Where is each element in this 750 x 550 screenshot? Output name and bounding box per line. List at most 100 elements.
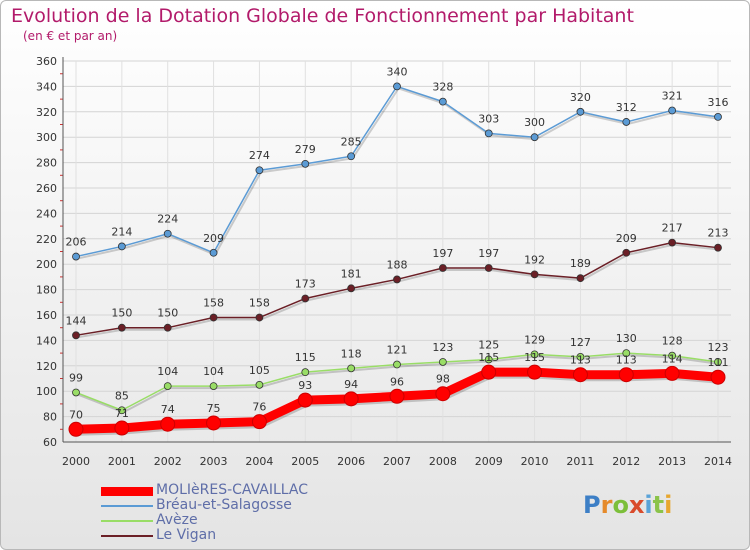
data-label-moli-res-cavaillac-2001: 71 — [115, 407, 129, 420]
y-tick-label-140: 140 — [36, 334, 57, 347]
data-label-av-ze-2002: 104 — [157, 365, 178, 378]
data-label-moli-res-cavaillac-2013: 114 — [662, 352, 683, 365]
data-point-le-vigan-2003 — [209, 313, 218, 322]
y-tick-label-80: 80 — [43, 411, 57, 424]
logo-letter: i — [644, 491, 653, 519]
data-point-moli-res-cavaillac-2004 — [251, 414, 267, 430]
data-label-moli-res-cavaillac-2011: 113 — [570, 354, 591, 367]
chart-subtitle: (en € et par an) — [23, 29, 118, 43]
legend-swatch-molieres — [101, 487, 153, 496]
data-label-moli-res-cavaillac-2010: 115 — [524, 351, 545, 364]
data-label-le-vigan-2008: 197 — [432, 247, 453, 260]
data-label-le-vigan-2002: 150 — [157, 307, 178, 320]
data-point-br-au-et-salagosse-2005 — [301, 159, 310, 168]
data-point-le-vigan-2004 — [255, 313, 264, 322]
data-label-br-au-et-salagosse-2012: 312 — [616, 101, 637, 114]
x-tick-label-2012: 2012 — [612, 455, 640, 468]
data-point-le-vigan-2000 — [72, 331, 80, 340]
data-label-av-ze-2001: 85 — [115, 389, 129, 402]
data-label-le-vigan-2007: 188 — [387, 258, 408, 271]
data-point-le-vigan-2006 — [347, 284, 356, 293]
data-label-av-ze-2012: 130 — [616, 332, 637, 345]
data-point-av-ze-2008 — [438, 358, 447, 366]
data-label-le-vigan-2014: 213 — [708, 227, 729, 240]
data-label-moli-res-cavaillac-2014: 111 — [708, 356, 729, 369]
data-point-moli-res-cavaillac-2011 — [572, 367, 588, 383]
data-label-br-au-et-salagosse-2011: 320 — [570, 91, 591, 104]
data-label-le-vigan-2000: 144 — [66, 314, 87, 327]
data-label-br-au-et-salagosse-2002: 224 — [157, 213, 178, 226]
data-point-br-au-et-salagosse-2009 — [484, 129, 493, 138]
y-tick-label-280: 280 — [36, 157, 57, 170]
data-point-br-au-et-salagosse-2003 — [209, 248, 218, 257]
x-tick-label-2005: 2005 — [291, 455, 319, 468]
data-label-av-ze-2003: 104 — [203, 365, 224, 378]
data-point-av-ze-2004 — [255, 380, 264, 389]
data-point-moli-res-cavaillac-2008 — [435, 386, 451, 402]
data-point-le-vigan-2005 — [301, 294, 310, 303]
data-label-moli-res-cavaillac-2012: 113 — [616, 354, 637, 367]
data-label-br-au-et-salagosse-2005: 279 — [295, 143, 316, 156]
data-label-av-ze-2008: 123 — [432, 341, 453, 354]
legend-swatch-breau — [101, 505, 153, 507]
y-tick-label-240: 240 — [36, 207, 57, 220]
logo-letter: x — [628, 491, 645, 519]
data-label-moli-res-cavaillac-2004: 76 — [252, 401, 266, 414]
x-tick-label-2000: 2000 — [62, 455, 90, 468]
x-tick-label-2009: 2009 — [475, 455, 503, 468]
data-point-br-au-et-salagosse-2011 — [576, 107, 585, 116]
legend-label-vigan: Le Vigan — [156, 527, 217, 543]
data-point-moli-res-cavaillac-2012 — [618, 367, 634, 383]
logo-letter: t — [652, 491, 665, 519]
x-tick-label-2008: 2008 — [429, 455, 457, 468]
data-point-av-ze-2006 — [347, 364, 356, 373]
data-point-av-ze-2011 — [576, 353, 585, 361]
y-tick-label-200: 200 — [36, 258, 57, 271]
data-point-le-vigan-2001 — [117, 323, 126, 332]
data-point-le-vigan-2011 — [576, 274, 585, 283]
data-point-moli-res-cavaillac-2005 — [297, 392, 313, 408]
logo-letter: P — [583, 491, 601, 519]
data-point-av-ze-2014 — [714, 358, 722, 366]
data-label-le-vigan-2001: 150 — [111, 307, 132, 320]
data-label-av-ze-2006: 118 — [341, 347, 362, 360]
data-label-br-au-et-salagosse-2003: 209 — [203, 232, 224, 245]
data-point-le-vigan-2013 — [668, 238, 677, 247]
data-label-br-au-et-salagosse-2013: 321 — [662, 90, 683, 103]
legend-label-aveze: Avèze — [156, 512, 198, 528]
data-label-moli-res-cavaillac-2006: 94 — [344, 378, 358, 391]
data-label-le-vigan-2005: 173 — [295, 277, 316, 290]
data-point-le-vigan-2010 — [530, 270, 539, 279]
y-tick-label-260: 260 — [36, 182, 57, 195]
logo-letter: o — [612, 491, 629, 519]
data-point-moli-res-cavaillac-2014 — [710, 369, 726, 385]
data-label-moli-res-cavaillac-2007: 96 — [390, 375, 404, 388]
data-point-br-au-et-salagosse-2004 — [255, 166, 264, 175]
data-point-av-ze-2007 — [393, 360, 401, 369]
proxiti-logo: Proxiti — [583, 491, 672, 519]
y-tick-label-100: 100 — [36, 385, 57, 398]
data-point-av-ze-2013 — [668, 351, 677, 360]
data-point-av-ze-2012 — [622, 349, 631, 358]
legend-swatch-aveze — [101, 520, 153, 522]
x-tick-label-2010: 2010 — [521, 455, 549, 468]
data-label-av-ze-2013: 128 — [662, 335, 683, 348]
data-point-le-vigan-2009 — [484, 264, 493, 272]
data-label-av-ze-2000: 99 — [69, 371, 83, 384]
data-label-moli-res-cavaillac-2000: 70 — [69, 408, 83, 421]
x-tick-label-2001: 2001 — [108, 455, 136, 468]
x-tick-label-2002: 2002 — [154, 455, 182, 468]
data-point-moli-res-cavaillac-2000 — [68, 421, 84, 437]
y-tick-label-320: 320 — [36, 106, 57, 119]
data-label-le-vigan-2013: 217 — [662, 222, 683, 235]
data-label-le-vigan-2006: 181 — [341, 267, 362, 280]
data-point-av-ze-2005 — [301, 368, 310, 377]
data-label-moli-res-cavaillac-2003: 75 — [207, 402, 221, 415]
data-point-av-ze-2003 — [209, 382, 218, 391]
data-point-le-vigan-2014 — [714, 243, 722, 252]
y-tick-label-300: 300 — [36, 131, 57, 144]
data-label-le-vigan-2012: 209 — [616, 232, 637, 245]
data-point-moli-res-cavaillac-2013 — [664, 365, 680, 381]
